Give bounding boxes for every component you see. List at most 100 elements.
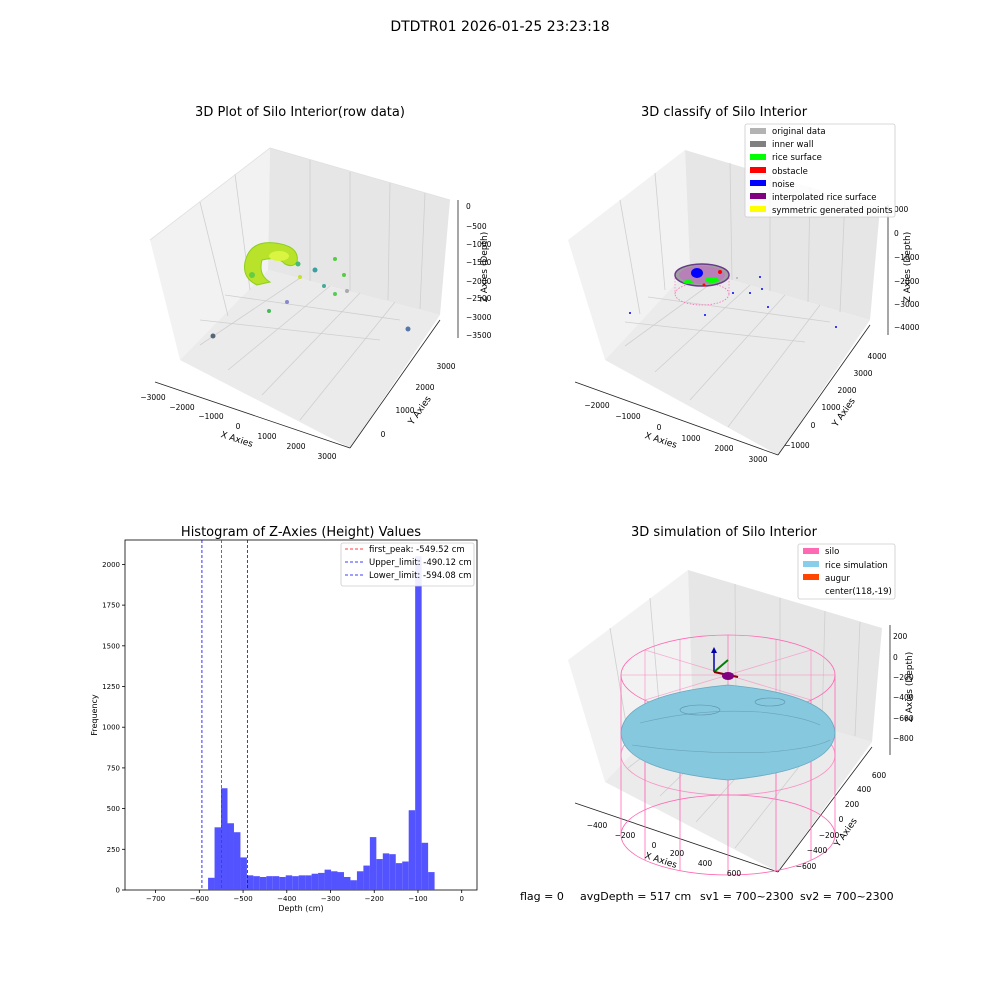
panel1-xtick: −1000	[198, 412, 224, 421]
histogram-legend-label: Lower_limit: -594.08 cm	[369, 571, 471, 581]
histogram-bar	[233, 832, 241, 890]
panel4-xtick: 600	[727, 869, 742, 878]
histogram-bar	[259, 876, 267, 890]
panel2-ytick: 1000	[821, 403, 840, 412]
panel4-ytick: 0	[839, 815, 844, 824]
panel1-xtick: 3000	[317, 452, 336, 461]
histogram-bar	[318, 872, 325, 890]
panel4-ytick: 600	[872, 771, 887, 780]
histogram-bar	[369, 837, 377, 890]
panel1-ztick: −1000	[466, 240, 492, 249]
z-arrow-icon	[711, 647, 717, 653]
panel1-surface-cluster	[269, 251, 289, 261]
panel2-xtick: 1000	[681, 434, 700, 443]
legend-label: silo	[825, 547, 839, 557]
panel2-left-pane	[568, 150, 690, 360]
legend-label: noise	[772, 180, 795, 190]
panel1-ztick: −2500	[466, 294, 492, 303]
histogram-bar	[285, 875, 293, 890]
panel2-ytick: −1000	[784, 441, 810, 450]
panel2-xlabel: X Axies	[643, 431, 678, 451]
panel1-xtick: −3000	[140, 393, 166, 402]
legend-label: center(118,-19)	[825, 587, 892, 597]
panel4-title: 3D simulation of Silo Interior	[631, 525, 818, 540]
legend-label: original data	[772, 127, 826, 137]
panel2-ztick: −1000	[894, 253, 920, 262]
histogram-xtick-label: −600	[190, 895, 209, 903]
panel4-legend: silo rice simulation augur center(118,-1…	[797, 543, 896, 600]
legend-swatch-rice-simulation	[803, 561, 819, 567]
histogram-bar	[272, 876, 280, 890]
panel2-ytick: 0	[811, 421, 816, 430]
histogram-xtick-label: −200	[365, 895, 384, 903]
panel2-noise-cluster	[691, 268, 703, 278]
panel1-zlabel: Z Axies (Depth)	[480, 232, 490, 303]
histogram-ytick-label: 1750	[102, 602, 120, 610]
panel4-ytick: 200	[845, 800, 860, 809]
panel2-ztick: −4000	[894, 323, 920, 332]
histogram-bar	[279, 876, 286, 890]
histogram-ytick-label: 500	[107, 805, 120, 813]
histogram-bar	[266, 876, 273, 890]
histogram-bar	[227, 823, 234, 890]
panel2-ylabel: Y Axies	[830, 396, 858, 429]
panel2-ytick: 3000	[853, 369, 872, 378]
simulation-3d-plot: 3D simulation of Silo Interior	[568, 525, 915, 878]
histogram-bar	[337, 872, 344, 890]
panel2-xtick: 0	[657, 423, 662, 432]
panel2-ztick: −3000	[894, 300, 920, 309]
histogram-bars	[208, 556, 435, 890]
panel2-right-pane	[685, 150, 880, 320]
legend-swatch-silo	[803, 548, 819, 554]
histogram-bar	[298, 875, 306, 890]
histogram-bar	[363, 865, 370, 890]
panel4-ytick: −600	[796, 862, 817, 871]
panel1-xtick: −2000	[169, 403, 195, 412]
center-marker-icon	[722, 672, 734, 680]
histogram-ytick-label: 750	[107, 764, 120, 772]
histogram-xtick-label: −700	[146, 895, 165, 903]
panel2-rice-surface	[705, 277, 719, 283]
histogram-ytick-label: 0	[116, 887, 120, 895]
legend-swatch-symmetric	[750, 206, 766, 212]
histogram-x-ticks: −700 −600 −500 −400 −300 −200 −100 0	[146, 890, 464, 903]
panel1-gridlines	[199, 160, 426, 421]
legend-label: inner wall	[772, 140, 813, 150]
panel2-zlabel: Z Axies (Depth)	[903, 232, 913, 303]
histogram-y-ticks: 0 250 500 750 1000 1250 1500 1750 2000	[102, 561, 125, 895]
histogram-xtick-label: −300	[321, 895, 340, 903]
panel4-xtick: −400	[587, 821, 608, 830]
status-flag: flag = 0	[520, 890, 564, 903]
histogram-reference-lines	[201, 540, 248, 890]
panel2-ytick: 4000	[867, 352, 886, 361]
status-avg-depth: avgDepth = 517 cm	[580, 890, 691, 903]
legend-swatch-augur	[803, 574, 819, 580]
panel1-axes-box	[149, 147, 459, 449]
panel1-points	[210, 242, 411, 339]
legend-label: symmetric generated points	[772, 206, 893, 216]
legend-swatch-original-data	[750, 128, 766, 134]
histogram-bar	[311, 873, 319, 890]
histogram-bar	[214, 827, 222, 890]
histogram-legend-label: first_peak: -549.52 cm	[369, 545, 465, 555]
panel2-axes-box	[568, 150, 889, 456]
panel2-points	[629, 263, 837, 328]
raw-data-3d-plot: 3D Plot of Silo Interior(row data)	[140, 105, 491, 461]
panel4-xtick: 0	[652, 841, 657, 850]
histogram-bar	[421, 842, 429, 890]
legend-label: rice surface	[772, 153, 822, 163]
legend-swatch-obstacle	[750, 167, 766, 173]
status-sv2: sv2 = 700~2300	[800, 890, 894, 903]
panel1-ztick: −2000	[466, 277, 492, 286]
panel2-ztick: 000	[894, 205, 909, 214]
histogram-bar	[240, 857, 247, 890]
panel4-left-pane	[568, 570, 692, 782]
histogram-bar	[356, 871, 364, 890]
panel2-xtick: −1000	[615, 412, 641, 421]
panel2-ztick: 0	[894, 229, 899, 238]
histogram-bar	[208, 877, 215, 890]
legend-swatch-inner-wall	[750, 141, 766, 147]
panel1-right-pane	[268, 148, 450, 315]
panel1-left-pane	[150, 148, 270, 360]
panel1-title: 3D Plot of Silo Interior(row data)	[195, 105, 405, 120]
